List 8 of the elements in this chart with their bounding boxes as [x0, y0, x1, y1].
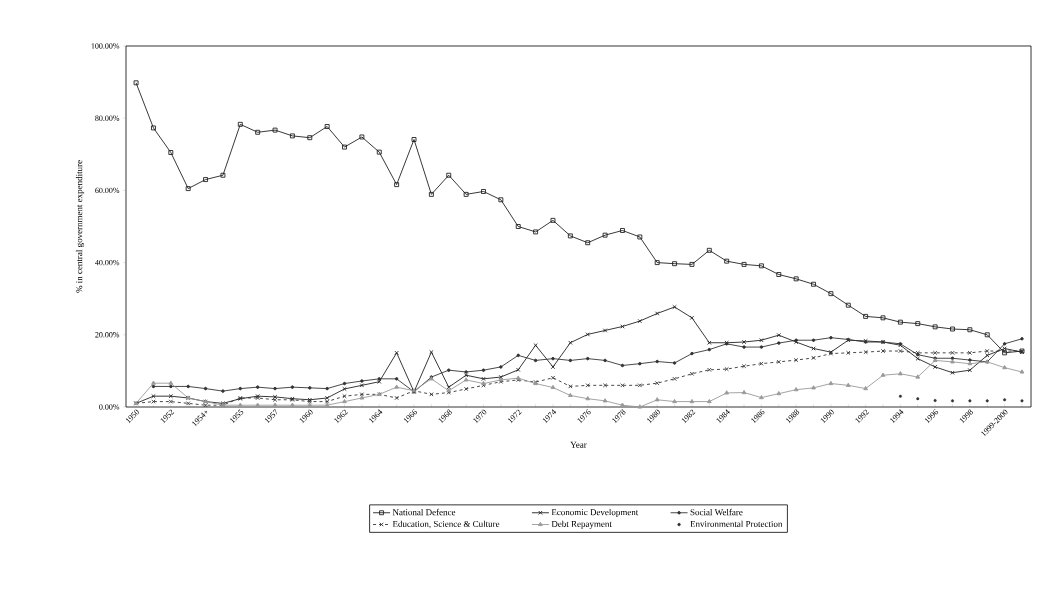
legend-label: Economic Development — [551, 508, 639, 518]
legend-label: Environmental Protection — [690, 520, 783, 527]
legend-label: Social Welfare — [690, 508, 743, 516]
y-axis-title: % in central government expenditure — [75, 160, 85, 293]
x-axis-title: Year — [570, 441, 587, 448]
legend-label: Debt Repayment — [551, 520, 612, 529]
legend-label: National Defence — [392, 508, 456, 516]
legend-label: Education, Science & Culture — [392, 520, 500, 529]
